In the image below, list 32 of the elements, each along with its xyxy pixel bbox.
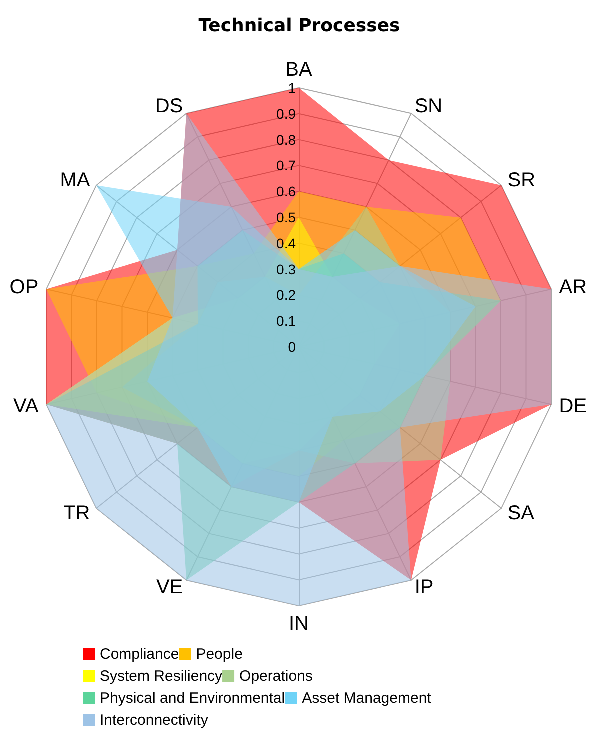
spoke-label: SR	[508, 170, 536, 192]
y-tick-label: 0.7	[276, 158, 296, 174]
spoke-label: DS	[155, 95, 184, 118]
y-tick-label: 0.4	[276, 235, 296, 252]
spoke-label: AR	[559, 276, 588, 299]
spoke-label: VA	[13, 395, 40, 418]
y-tick-label: 0.3	[276, 261, 296, 278]
spoke-label: BA	[286, 59, 313, 81]
y-tick-label: 0.5	[276, 210, 296, 226]
spoke-label: VE	[156, 576, 184, 599]
legend-label: Compliance	[100, 646, 180, 663]
spoke-label: IP	[414, 576, 434, 599]
spoke-label: DE	[559, 395, 588, 418]
legend-label: People	[196, 646, 243, 663]
y-tick-label: 0.8	[276, 132, 296, 148]
spoke-label: OP	[10, 276, 39, 299]
y-tick-label: 0.9	[276, 106, 296, 122]
legend-label: System Resiliency	[100, 668, 224, 685]
chart-title: Technical Processes	[198, 16, 400, 36]
spoke-label: SA	[508, 502, 536, 524]
y-tick-label: 0.2	[276, 287, 296, 304]
legend-label: Operations	[240, 668, 313, 685]
y-tick-label: 0.1	[276, 313, 296, 330]
legend-label: Asset Management	[302, 690, 432, 707]
spoke-label: SN	[414, 95, 443, 118]
y-tick-label: 0	[288, 339, 296, 355]
spoke-label: MA	[60, 170, 91, 192]
legend-label: Physical and Environmental	[100, 690, 286, 707]
legend-label: Interconnectivity	[100, 712, 209, 729]
spoke-label: IN	[289, 613, 309, 635]
y-tick-label: 0.6	[276, 184, 296, 200]
spoke-label: TR	[64, 502, 90, 524]
